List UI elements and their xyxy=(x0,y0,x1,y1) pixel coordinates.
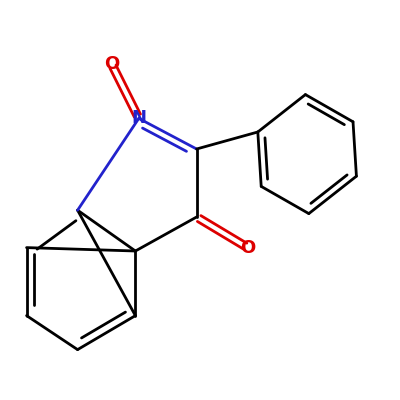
Text: O: O xyxy=(104,55,119,73)
Text: N: N xyxy=(131,109,146,127)
Text: O: O xyxy=(240,239,255,257)
